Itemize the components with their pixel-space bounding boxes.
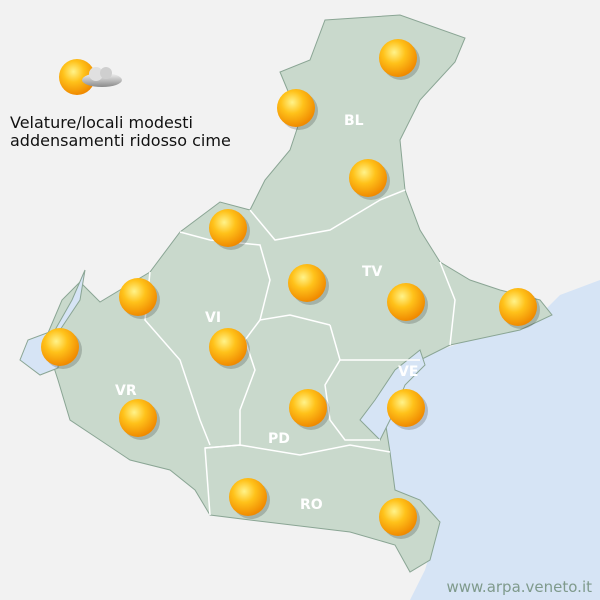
province-label-vi: VI	[205, 310, 221, 326]
sun-icon	[387, 389, 428, 430]
sun-icon	[209, 328, 250, 369]
sun-icon	[379, 39, 420, 80]
sun-icon	[379, 498, 420, 539]
sun-icon	[288, 264, 329, 305]
province-label-ro: RO	[300, 497, 323, 513]
province-label-ve: VE	[398, 364, 418, 380]
sun-icon	[229, 478, 270, 519]
sun-icon	[289, 389, 330, 430]
sun-icon	[119, 399, 160, 440]
sun-icon	[277, 89, 318, 130]
province-label-bl: BL	[344, 113, 364, 129]
legend-icon-sun-with-cloud	[59, 59, 122, 95]
credit-link[interactable]: www.arpa.veneto.it	[446, 578, 593, 596]
sun-icon	[387, 283, 428, 324]
sun-icon	[209, 209, 250, 250]
sun-icon	[119, 278, 160, 319]
sun-icon	[41, 328, 82, 369]
legend-description: Velature/locali modesti addensamenti rid…	[10, 113, 231, 150]
province-label-vr: VR	[115, 383, 137, 399]
sun-icon	[499, 288, 540, 329]
province-label-tv: TV	[362, 264, 383, 280]
lake-garda	[19, 269, 86, 376]
province-label-pd: PD	[268, 431, 290, 447]
sea	[380, 280, 600, 600]
sun-icon	[349, 159, 390, 200]
